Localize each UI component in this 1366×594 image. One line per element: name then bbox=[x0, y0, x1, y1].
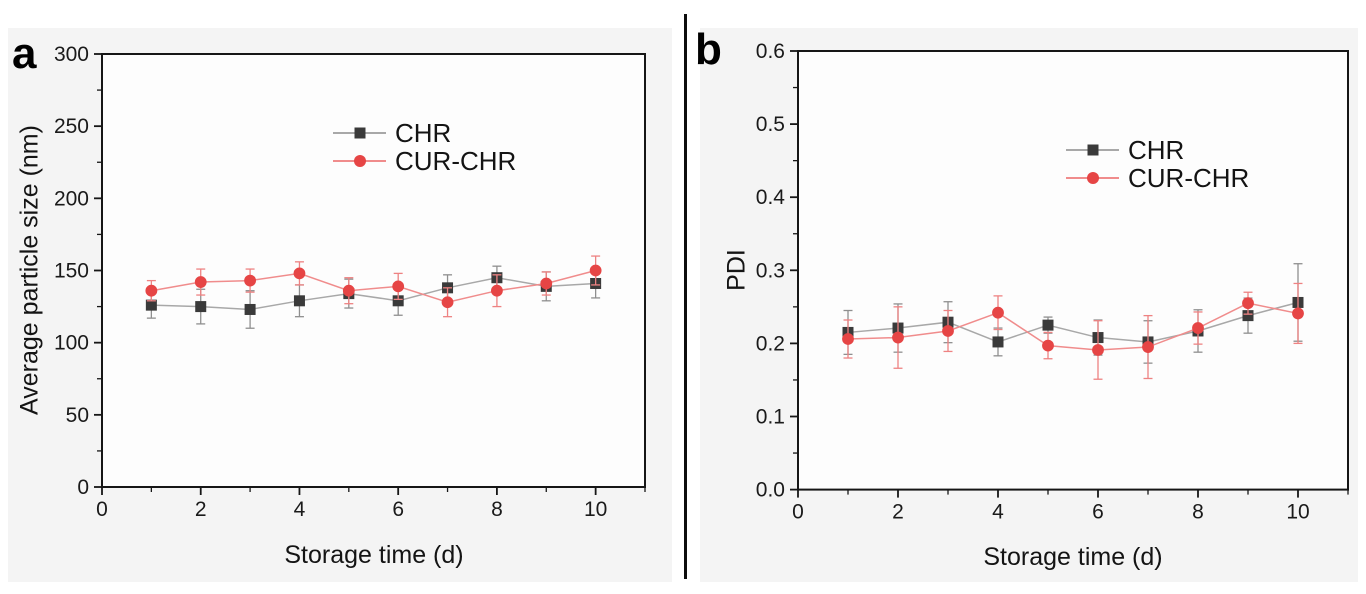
panel-a-label: a bbox=[12, 29, 37, 78]
data-point-square bbox=[145, 299, 157, 311]
panel-divider bbox=[684, 14, 687, 579]
svg-text:4: 4 bbox=[294, 498, 306, 521]
svg-text:2: 2 bbox=[195, 498, 207, 521]
panel-b-legend: CHR CUR-CHR bbox=[1066, 136, 1249, 192]
chr-square-marker-icon bbox=[354, 127, 365, 139]
svg-text:2: 2 bbox=[892, 501, 904, 524]
data-point-circle bbox=[244, 274, 256, 287]
data-point-square bbox=[244, 303, 256, 315]
svg-text:0.1: 0.1 bbox=[756, 406, 785, 429]
panel-b-x-axis-title: Storage time (d) bbox=[983, 543, 1163, 571]
cur-chr-line-swatch bbox=[333, 155, 386, 167]
svg-text:150: 150 bbox=[54, 260, 89, 283]
svg-text:0: 0 bbox=[77, 476, 89, 499]
svg-text:50: 50 bbox=[66, 404, 89, 427]
svg-text:6: 6 bbox=[1092, 501, 1104, 524]
data-point-circle bbox=[842, 333, 854, 345]
data-point-circle bbox=[342, 284, 355, 297]
data-point-circle bbox=[441, 296, 454, 309]
panel-a-legend: CHR CUR-CHR bbox=[333, 119, 516, 175]
legend-entry-chr: CHR bbox=[333, 119, 516, 147]
cur-chr-circle-marker-icon bbox=[353, 155, 366, 167]
data-point-square bbox=[195, 301, 207, 313]
series-cur-chr bbox=[842, 282, 1304, 380]
svg-text:0.0: 0.0 bbox=[756, 479, 785, 502]
data-point-square bbox=[293, 295, 305, 307]
data-point-circle bbox=[293, 267, 306, 280]
plot-area bbox=[102, 54, 645, 487]
plot-area bbox=[798, 51, 1348, 490]
svg-text:6: 6 bbox=[392, 498, 404, 521]
data-point-circle bbox=[942, 325, 954, 337]
svg-text:100: 100 bbox=[54, 332, 89, 355]
axes bbox=[790, 50, 1349, 498]
legend-label-chr: CHR bbox=[1128, 135, 1185, 165]
series-cur-chr bbox=[145, 255, 602, 318]
data-point-circle bbox=[392, 280, 405, 293]
legend-entry-cur-chr: CUR-CHR bbox=[333, 147, 516, 175]
data-point-circle bbox=[491, 284, 503, 297]
cur-chr-circle-marker-icon bbox=[1086, 172, 1099, 184]
chr-line-swatch bbox=[333, 127, 386, 139]
svg-text:200: 200 bbox=[54, 187, 89, 210]
legend-entry-cur-chr: CUR-CHR bbox=[1066, 164, 1249, 192]
panel-a-x-axis-title: Storage time (d) bbox=[284, 541, 464, 569]
svg-text:0: 0 bbox=[792, 501, 804, 524]
cur-chr-line-swatch bbox=[1066, 172, 1119, 184]
svg-text:4: 4 bbox=[992, 501, 1004, 524]
data-point-circle bbox=[992, 306, 1004, 319]
data-point-square bbox=[1042, 319, 1054, 331]
svg-text:0.3: 0.3 bbox=[756, 259, 785, 282]
legend-entry-chr: CHR bbox=[1066, 136, 1249, 164]
svg-text:300: 300 bbox=[54, 43, 89, 66]
data-point-circle bbox=[1192, 322, 1204, 334]
data-point-square bbox=[392, 295, 404, 307]
panel-b-label: b bbox=[695, 25, 722, 74]
svg-text:8: 8 bbox=[1192, 501, 1204, 524]
svg-text:0.5: 0.5 bbox=[756, 113, 785, 136]
data-point-circle bbox=[540, 277, 553, 290]
panel-b-chart: 0.0 0.1 0.2 0.3 0.4 0.5 0.6 0 2 4 6 8 10 bbox=[700, 28, 1358, 582]
chr-square-marker-icon bbox=[1087, 144, 1098, 156]
legend-label-cur-chr: CUR-CHR bbox=[1128, 163, 1250, 193]
svg-text:8: 8 bbox=[491, 498, 503, 521]
svg-text:0.2: 0.2 bbox=[756, 332, 785, 355]
data-point-circle bbox=[1292, 307, 1304, 320]
panel-a-chart: 0 50 100 150 200 250 300 0 2 4 6 8 10 bbox=[8, 28, 672, 582]
panel-b-y-axis-title: PDI bbox=[722, 249, 751, 291]
data-point-circle bbox=[1092, 344, 1104, 356]
data-point-circle bbox=[1142, 341, 1154, 353]
data-point-circle bbox=[1242, 297, 1254, 310]
svg-text:0.4: 0.4 bbox=[756, 186, 786, 209]
data-point-circle bbox=[1042, 339, 1054, 352]
panel-a-y-axis-title: Average particle size (nm) bbox=[15, 125, 44, 415]
svg-text:0.6: 0.6 bbox=[756, 40, 785, 63]
data-point-square bbox=[1242, 310, 1254, 322]
data-point-circle bbox=[892, 331, 904, 344]
svg-text:250: 250 bbox=[54, 115, 89, 138]
tick-labels: 0 50 100 150 200 250 300 0 2 4 6 8 10 bbox=[54, 43, 607, 521]
data-point-circle bbox=[589, 264, 602, 277]
data-point-circle bbox=[194, 276, 207, 288]
data-point-square bbox=[992, 336, 1004, 348]
axes bbox=[94, 53, 646, 495]
svg-text:10: 10 bbox=[584, 498, 607, 521]
svg-text:0: 0 bbox=[96, 498, 108, 521]
chr-line-swatch bbox=[1066, 144, 1119, 156]
legend-label-cur-chr: CUR-CHR bbox=[395, 146, 517, 176]
legend-label-chr: CHR bbox=[395, 118, 452, 148]
tick-labels: 0.0 0.1 0.2 0.3 0.4 0.5 0.6 0 2 4 6 8 10 bbox=[756, 40, 1310, 524]
data-point-circle bbox=[145, 284, 158, 297]
svg-text:10: 10 bbox=[1286, 501, 1309, 524]
